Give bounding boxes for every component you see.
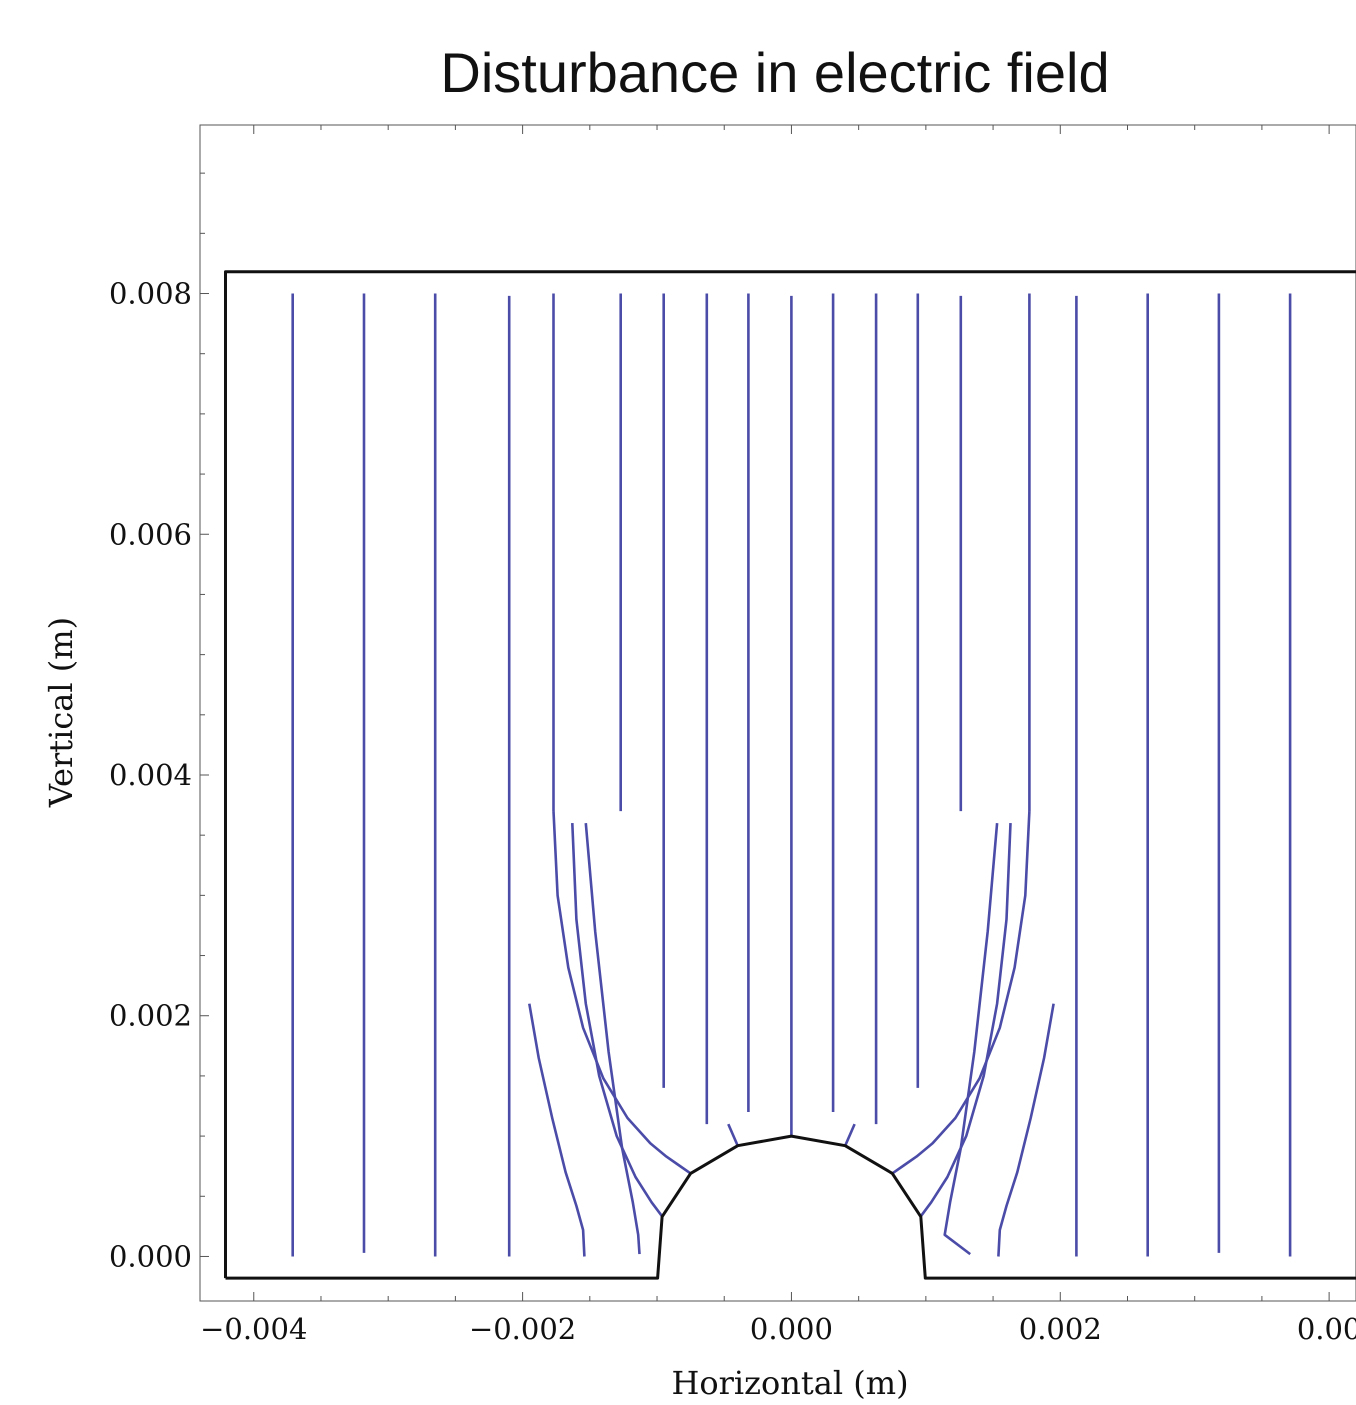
- domain-boundary-group: [224, 270, 1356, 1280]
- field-line: [844, 1123, 856, 1147]
- x-tick-label: 0.002: [1019, 1312, 1102, 1346]
- chart-title: Disturbance in electric field: [440, 41, 1109, 104]
- y-tick-label: 0.006: [109, 517, 192, 551]
- plot-frame: [199, 124, 1356, 1302]
- domain-boundary: [224, 270, 1356, 1280]
- x-axis-label: Horizontal (m): [671, 1364, 908, 1402]
- field-line: [919, 823, 1012, 1218]
- field-line: [943, 822, 999, 1256]
- field-line: [528, 1003, 586, 1257]
- x-tick-label: 0.00: [1297, 1312, 1356, 1346]
- y-axis-label: Vertical (m): [42, 617, 80, 808]
- y-tick-label: 0.008: [109, 277, 192, 311]
- x-tick-label: −0.004: [200, 1312, 307, 1346]
- y-tick-label: 0.000: [109, 1239, 192, 1273]
- field-line: [584, 822, 641, 1255]
- x-tick-label: −0.002: [469, 1312, 576, 1346]
- y-tick-label: 0.004: [109, 758, 192, 792]
- field-line: [997, 1003, 1055, 1257]
- axis-ticks: −0.004 −0.002 0.000 0.002 0.00 0.000 0.002 0.00…: [109, 125, 1356, 1346]
- field-line: [571, 823, 664, 1218]
- y-tick-label: 0.002: [109, 999, 192, 1033]
- field-line: [727, 1123, 739, 1147]
- field-lines: [291, 293, 1292, 1257]
- x-tick-label: 0.000: [750, 1312, 833, 1346]
